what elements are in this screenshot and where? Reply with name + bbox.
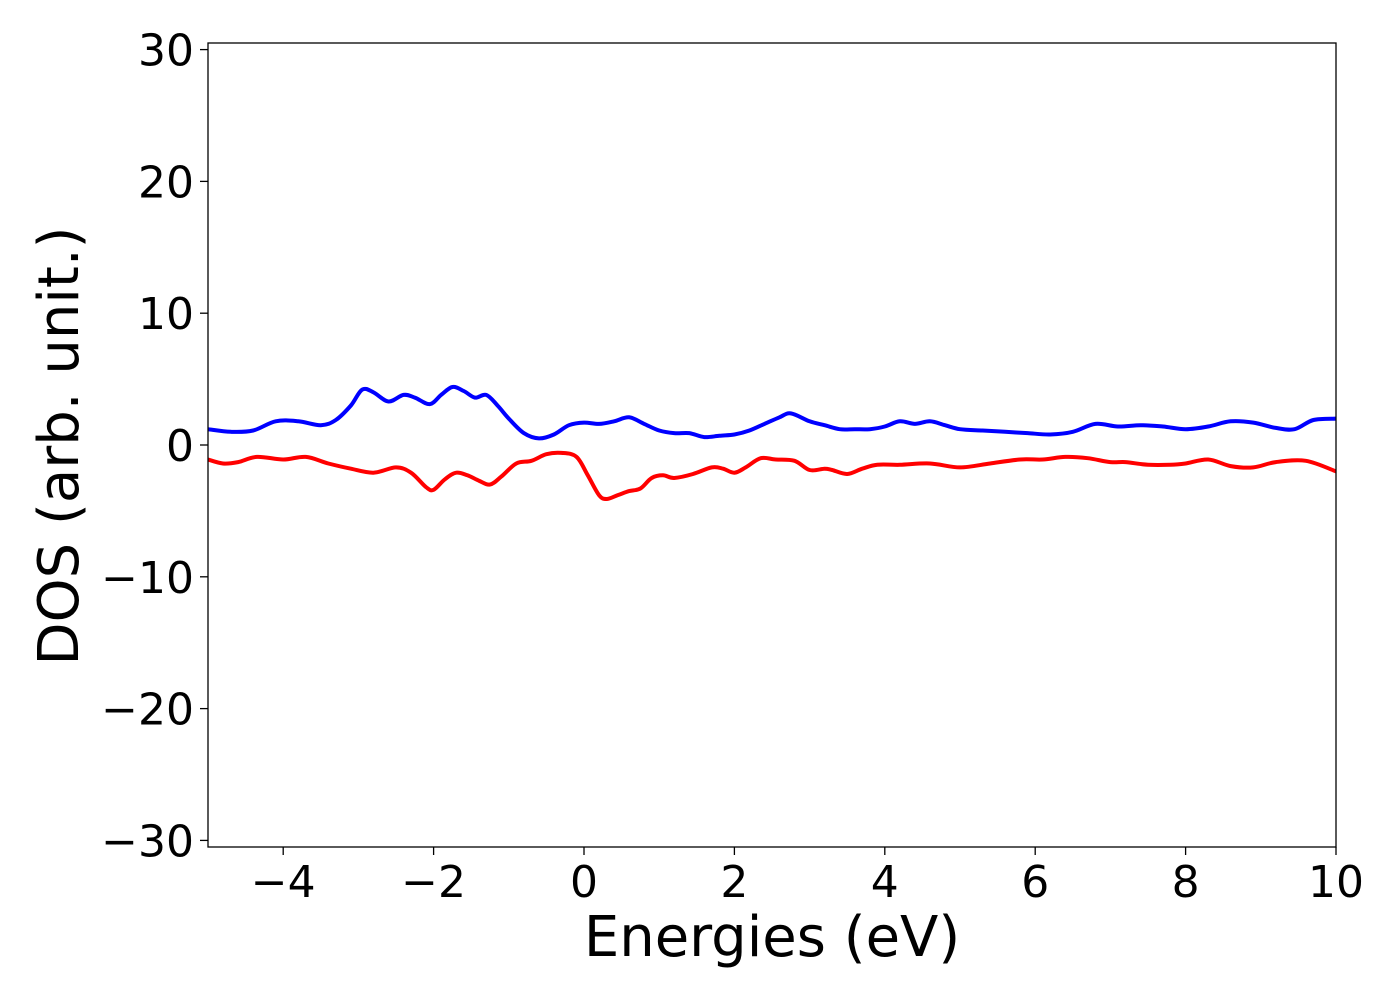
y-axis-ticks: −30 −20 −10 0 10 20 30: [101, 26, 208, 867]
y-tick-label: 10: [138, 289, 194, 340]
x-tick-label: 10: [1308, 857, 1364, 908]
y-tick-label: 20: [138, 157, 194, 208]
x-tick-label: −4: [251, 857, 316, 908]
y-tick-label: −10: [101, 553, 194, 604]
y-tick-label: 30: [138, 26, 194, 77]
x-tick-label: 6: [1021, 857, 1049, 908]
series-layer: [208, 384, 1336, 501]
x-tick-label: −2: [401, 857, 466, 908]
x-axis-label: Energies (eV): [584, 905, 960, 970]
y-tick-label: −20: [101, 685, 194, 736]
series-line-spin-up: [208, 384, 1336, 441]
y-tick-label: 0: [166, 421, 194, 472]
series-line-spin-down: [208, 450, 1336, 501]
x-tick-label: 0: [570, 857, 598, 908]
x-tick-label: 8: [1172, 857, 1200, 908]
y-axis-label: DOS (arb. unit.): [27, 226, 92, 665]
x-tick-label: 4: [871, 857, 899, 908]
x-axis-ticks: −4 −2 0 2 4 6 8 10: [251, 847, 1364, 908]
x-tick-label: 2: [720, 857, 748, 908]
y-tick-label: −30: [101, 816, 194, 867]
